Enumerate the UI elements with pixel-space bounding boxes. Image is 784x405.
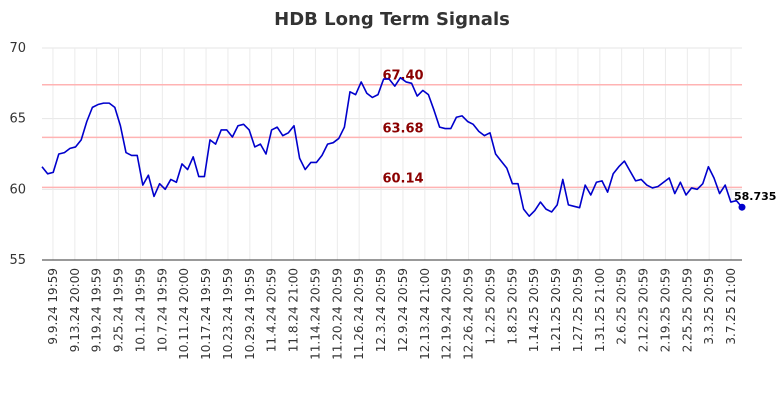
x-tick-label: 2.19.25 20:59 bbox=[658, 268, 672, 352]
y-tick-label: 65 bbox=[9, 112, 26, 127]
x-tick-label: 9.13.24 20:00 bbox=[68, 268, 82, 352]
x-tick-label: 2.12.25 20:59 bbox=[637, 268, 651, 352]
x-tick-label: 1.21.25 20:59 bbox=[549, 268, 563, 352]
x-tick-label: 12.3.24 20:59 bbox=[374, 268, 388, 352]
x-tick-label: 10.29.24 19:59 bbox=[243, 268, 257, 360]
y-tick-label: 55 bbox=[9, 253, 26, 268]
x-tick-label: 12.19.24 20:59 bbox=[440, 268, 454, 360]
x-tick-label: 1.2.25 20:59 bbox=[483, 268, 497, 345]
x-tick-label: 3.3.25 20:59 bbox=[702, 268, 716, 345]
grid bbox=[42, 47, 742, 261]
x-tick-label: 12.13.24 21:00 bbox=[418, 268, 432, 360]
x-tick-label: 3.7.25 21:00 bbox=[724, 268, 738, 345]
x-tick-label: 11.14.24 20:59 bbox=[308, 268, 322, 360]
x-tick-label: 1.8.25 20:59 bbox=[505, 268, 519, 345]
x-tick-label: 12.26.24 20:59 bbox=[462, 268, 476, 360]
signal-level-label: 63.68 bbox=[382, 121, 423, 136]
axes: 55 60 65 70 9.9.24 19:59 9.13.24 20:00 9.19.24… bbox=[9, 41, 742, 360]
signal-level-label: 67.40 bbox=[382, 69, 423, 84]
series-layer: 58.735 bbox=[41, 76, 776, 217]
x-tick-label: 9.9.24 19:59 bbox=[46, 268, 60, 345]
x-tick-label: 1.31.25 21:00 bbox=[593, 268, 607, 352]
x-tick-label: 11.26.24 20:59 bbox=[352, 268, 366, 360]
x-tick-label: 10.11.24 20:00 bbox=[177, 268, 191, 360]
y-tick-label: 70 bbox=[9, 41, 26, 56]
x-tick-label: 10.1.24 19:59 bbox=[133, 268, 147, 352]
x-tick-label: 2.6.25 20:59 bbox=[615, 268, 629, 345]
x-tick-label: 9.25.24 19:59 bbox=[112, 268, 126, 352]
signal-level-label: 60.14 bbox=[382, 171, 423, 186]
x-tick-label: 1.14.25 20:59 bbox=[527, 268, 541, 352]
x-tick-label: 10.23.24 19:59 bbox=[221, 268, 235, 360]
signal-levels: 67.40 63.68 60.14 bbox=[42, 69, 742, 189]
price-line bbox=[41, 76, 743, 217]
x-tick-label: 1.27.25 20:59 bbox=[571, 268, 585, 352]
x-tick-label: 10.7.24 19:59 bbox=[155, 268, 169, 352]
x-tick-label: 2.25.25 20:59 bbox=[680, 268, 694, 352]
last-price-label: 58.735 bbox=[734, 190, 776, 203]
x-tick-label: 11.4.24 20:59 bbox=[265, 268, 279, 352]
x-tick-label: 11.8.24 21:00 bbox=[287, 268, 301, 352]
x-tick-label: 12.9.24 20:59 bbox=[396, 268, 410, 352]
x-tick-label: 10.17.24 19:59 bbox=[199, 268, 213, 360]
y-tick-label: 60 bbox=[9, 182, 26, 197]
x-tick-label: 11.20.24 20:59 bbox=[330, 268, 344, 360]
last-price-marker bbox=[738, 203, 746, 211]
chart-title: HDB Long Term Signals bbox=[274, 9, 510, 30]
x-tick-label: 9.19.24 19:59 bbox=[90, 268, 104, 352]
